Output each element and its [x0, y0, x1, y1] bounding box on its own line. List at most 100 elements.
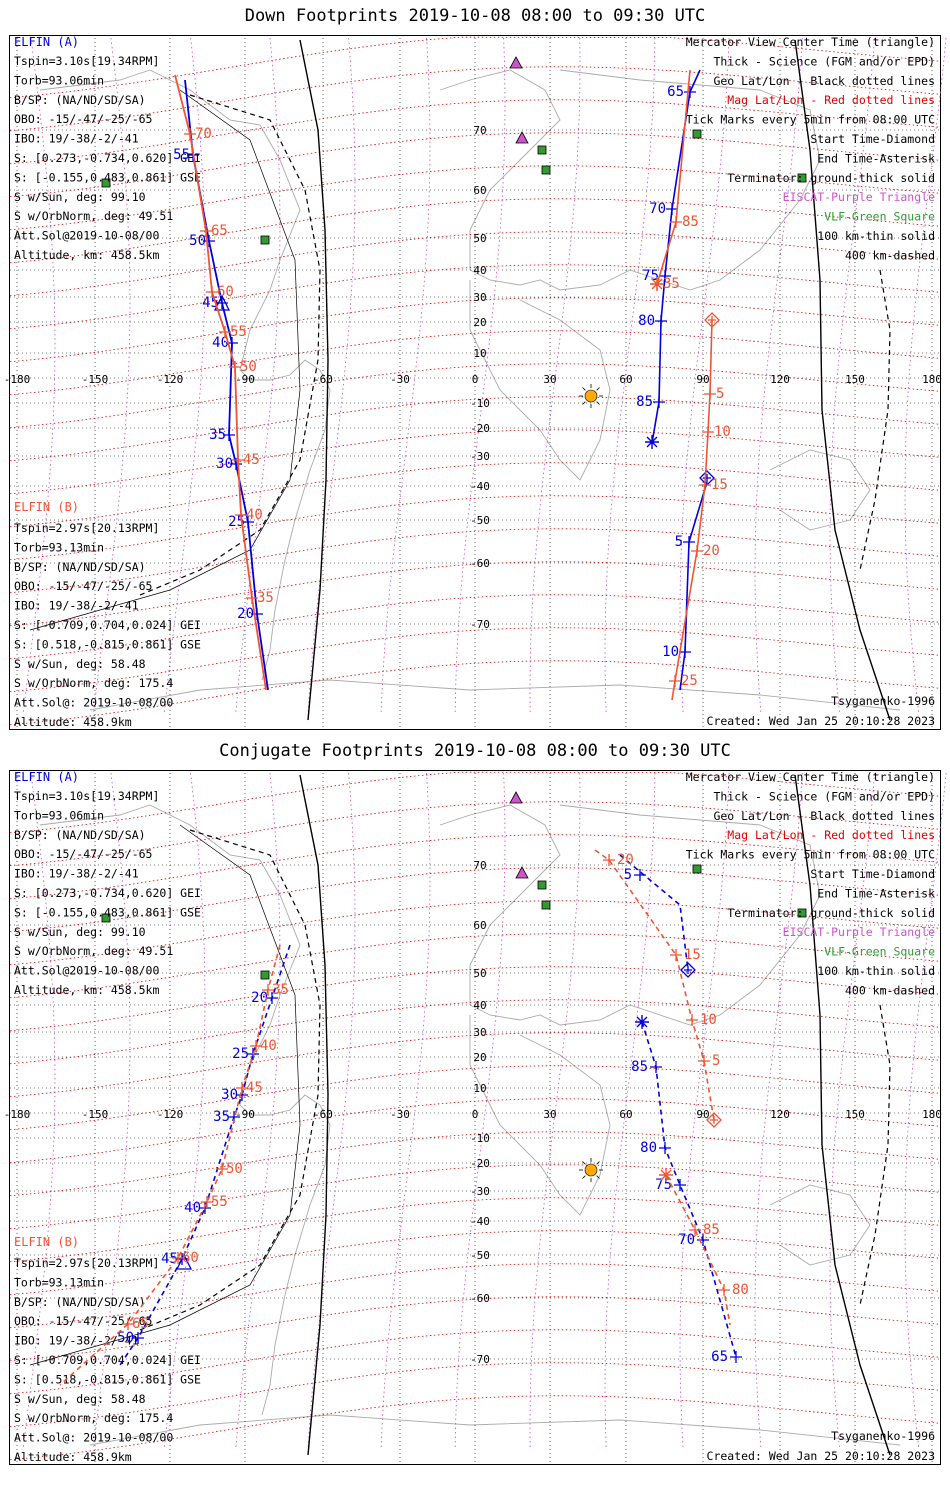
elfin-a-west-label: 30 [221, 1087, 238, 1103]
latitude-label: 60 [473, 184, 486, 197]
elfin-a-west-tick [251, 608, 263, 620]
legend-line: VLF-Green Square [824, 945, 935, 959]
elfin-b-east-label: 20 [703, 543, 720, 559]
elfin-b-info-line: S: [-0.709,0.704,0.024] GEI [14, 1353, 201, 1367]
elfin-b-west-label: 35 [257, 590, 274, 606]
land-australia [769, 449, 871, 531]
elfin-a-east-tick [730, 1351, 742, 1363]
elfin-a-info-line: S: [-0.155,0.483,0.861] GSE [14, 170, 201, 184]
mag-latitude-line [9, 1032, 941, 1098]
elfin-a-west-label: 20 [237, 606, 254, 622]
elfin-b-west-label: 40 [260, 1038, 277, 1054]
vlf-station-square [260, 970, 270, 980]
mag-latitude-line [9, 594, 941, 660]
elfin-a-west-label: 50 [189, 233, 206, 249]
elfin-b-west-tick [235, 509, 247, 521]
legend-line: Geo Lat/Lon - Black dotted lines [713, 74, 935, 88]
latitude-label: -20 [470, 1157, 490, 1170]
elfin-b-info-line: B/SP: (NA/ND/SD/SA) [14, 1295, 146, 1309]
elfin-a-west-tick [203, 235, 215, 247]
land-africa [469, 1015, 611, 1216]
elfin-b-west-tick [219, 326, 231, 338]
elfin-b-west-tick [184, 128, 196, 140]
panel-title-down: Down Footprints 2019-10-08 08:00 to 09:3… [244, 6, 706, 26]
created-timestamp: Created: Wed Jan 25 20:10:28 2023 [707, 1449, 936, 1463]
latitude-label: 50 [473, 232, 486, 245]
elfin-b-east-tick [689, 1224, 701, 1236]
elfin-b-west-label: 50 [226, 1161, 243, 1177]
terminator-400km-east [859, 1004, 891, 1306]
longitude-label: -180 [4, 373, 31, 386]
latitude-label: 10 [473, 347, 486, 360]
vlf-station-square [101, 913, 111, 923]
elfin-a-east-label: 80 [640, 1140, 657, 1156]
mag-longitude-line [454, 37, 506, 714]
elfin-a-east-tick [684, 86, 696, 98]
elfin-a-info-line: S w/Sun, deg: 99.10 [14, 925, 146, 939]
elfin-a-east-label: 75 [655, 1177, 672, 1193]
latitude-label: -10 [470, 1132, 490, 1145]
vlf-station-square [541, 165, 551, 175]
mag-longitude-line [454, 772, 506, 1449]
longitude-label: 120 [770, 1108, 790, 1121]
elfin-b-west-tick [262, 984, 274, 996]
elfin-b-name: ELFIN (B) [14, 500, 79, 514]
mag-longitude-line [604, 37, 656, 714]
mag-latitude-line [9, 561, 941, 627]
mag-latitude-line [9, 1197, 941, 1263]
elfin-b-east-tick [670, 949, 682, 961]
longitude-label: 150 [845, 373, 865, 386]
elfin-a-track-east-north [619, 854, 689, 971]
elfin-a-west-label: 50 [117, 1330, 134, 1346]
elfin-b-east-label: 20 [617, 852, 634, 868]
elfin-a-info-line: S: [-0.155,0.483,0.861] GSE [14, 905, 201, 919]
legend-line: 400 km-dashed [845, 248, 935, 262]
longitude-label: 30 [543, 373, 556, 386]
vlf-station-square [537, 880, 547, 890]
mag-latitude-line [9, 297, 941, 363]
mag-latitude-line [9, 1395, 941, 1461]
longitude-label: 180 [922, 373, 942, 386]
mag-longitude-line [679, 772, 730, 1449]
terminator-ground-west [299, 774, 329, 1456]
legend-line: Thick - Science (FGM and/or EPD) [713, 54, 935, 68]
elfin-a-info-line: Torb=93.06min [14, 808, 104, 822]
latitude-label: 60 [473, 919, 486, 932]
elfin-b-east-tick [686, 1014, 698, 1026]
longitude-label: -90 [235, 1108, 255, 1121]
latitude-label: -30 [470, 1185, 490, 1198]
elfin-a-name: ELFIN (A) [14, 770, 79, 784]
elfin-b-info-line: Att.Sol@: 2019-10-08/00 [14, 1431, 173, 1445]
mag-latitude-line [9, 999, 941, 1065]
elfin-a-west-label: 20 [251, 990, 268, 1006]
latitude-label: -50 [470, 1249, 490, 1262]
elfin-a-info-line: IBO: 19/-38/-2/-41 [14, 867, 139, 881]
elfin-a-east-label: 85 [636, 394, 653, 410]
terminator-ground-west [299, 39, 329, 721]
legend-line: Mag Lat/Lon - Red dotted lines [727, 93, 935, 107]
legend-line: 100 km-thin solid [817, 229, 935, 243]
elfin-a-center-triangle [175, 1253, 193, 1270]
elfin-b-info-line: IBO: 19/-38/-2/-41 [14, 1334, 139, 1348]
elfin-b-track-west [174, 74, 267, 691]
longitude-label: -30 [390, 1108, 410, 1121]
elfin-a-west-tick [132, 1332, 144, 1344]
mag-latitude-line [9, 363, 941, 429]
elfin-b-info-line: OBO: -15/-47/-25/-65 [14, 1314, 152, 1328]
mag-latitude-line [9, 1098, 941, 1164]
elfin-a-info-line: S: [0.273,-0.734,0.620] GEI [14, 151, 201, 165]
mag-latitude-line [9, 627, 941, 693]
mag-latitude-line [9, 132, 941, 198]
sun-ray [596, 1175, 600, 1179]
sun-ray [582, 1175, 586, 1179]
mag-latitude-line [9, 99, 941, 165]
sun-ray [582, 387, 586, 391]
elfin-b-info-line: Att.Sol@: 2019-10-08/00 [14, 696, 173, 710]
mag-longitude-line [307, 37, 356, 714]
elfin-b-east-label: 5 [716, 386, 724, 402]
eiscat-triangle [515, 866, 529, 879]
vlf-station-square [260, 235, 270, 245]
elfin-a-east-label: 70 [678, 1232, 695, 1248]
elfin-b-east-tick [718, 1284, 730, 1296]
mag-longitude-line [22, 772, 56, 1449]
